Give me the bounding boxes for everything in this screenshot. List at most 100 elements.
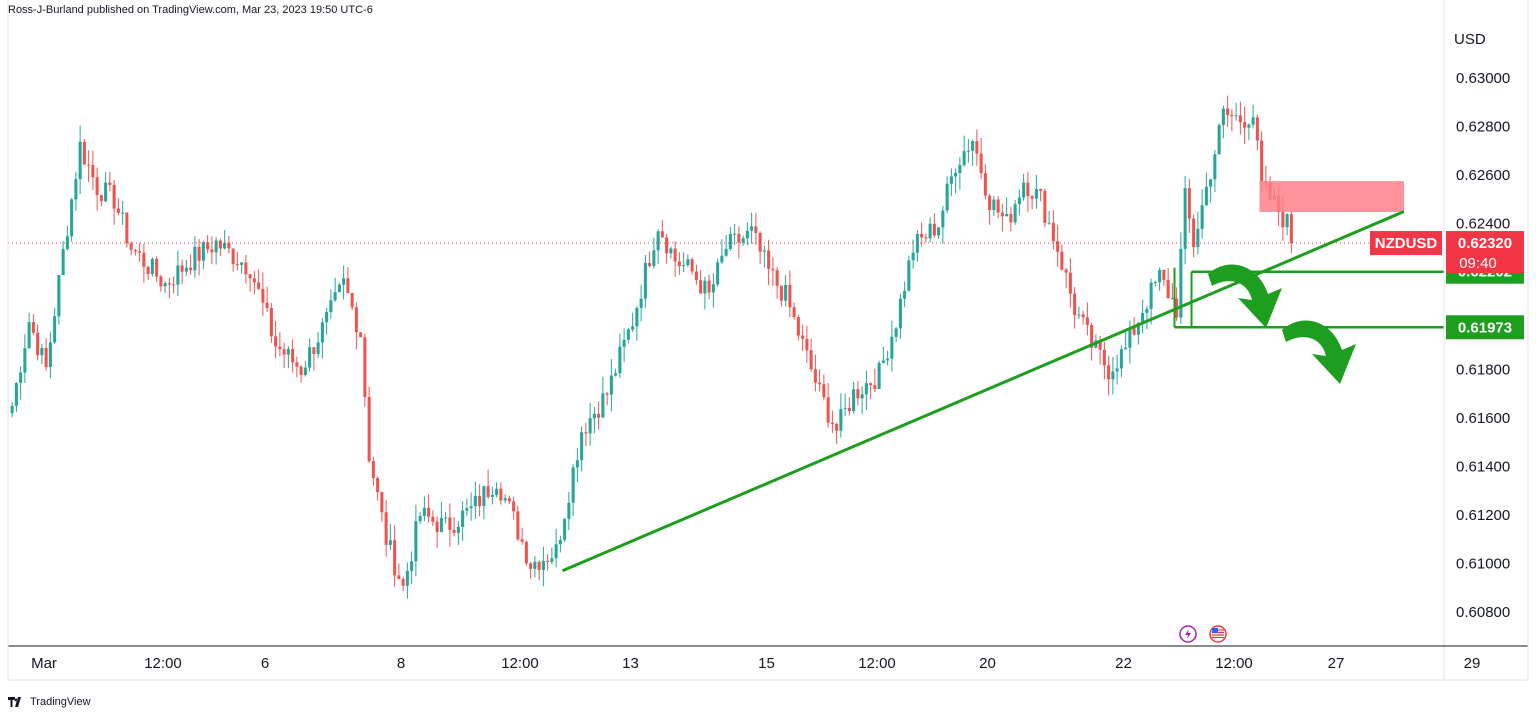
candle [1064, 267, 1068, 289]
candle-body [448, 517, 452, 530]
candle [469, 492, 473, 521]
candle-body [792, 307, 796, 318]
us-flag-event-icon[interactable] [1209, 625, 1227, 643]
candle [410, 551, 414, 585]
candle [456, 521, 460, 545]
candle [1005, 197, 1009, 217]
curved-down-arrow-icon[interactable] [1208, 264, 1282, 328]
candle-body [529, 563, 533, 569]
candle-body [1209, 179, 1213, 187]
level-tag[interactable]: 0.61973 [1446, 315, 1524, 340]
tradingview-logo[interactable]: TradingView [8, 696, 91, 708]
candle [1034, 174, 1038, 209]
candle [444, 512, 448, 524]
candle [405, 562, 409, 599]
candle [388, 524, 392, 551]
candle-body [503, 498, 507, 501]
candle-body [673, 248, 677, 262]
candle [754, 212, 758, 245]
candle [1289, 211, 1293, 254]
candle [898, 293, 902, 339]
candle [95, 167, 99, 211]
candle-body [380, 492, 384, 513]
level-tag-bg [1446, 315, 1524, 340]
candle [261, 272, 265, 317]
candle-body [813, 369, 817, 383]
candle-body [282, 349, 286, 355]
candle [554, 528, 558, 568]
candle [894, 326, 898, 343]
candle-body [1170, 298, 1174, 300]
x-tick-label: 20 [979, 655, 996, 672]
candle-body [40, 347, 44, 356]
candle [945, 176, 949, 214]
candle [1030, 194, 1034, 210]
candle-body [223, 242, 227, 249]
candle-body [507, 498, 511, 502]
candle-body [112, 184, 116, 209]
candle [886, 350, 890, 366]
candle [163, 281, 167, 294]
candle [397, 563, 401, 580]
candle-body [490, 494, 494, 498]
candle-body [979, 153, 983, 174]
candle-body [601, 393, 605, 418]
candle-body [975, 141, 979, 154]
lightning-event-icon[interactable] [1179, 625, 1197, 643]
candle [839, 393, 843, 438]
symbol-tag[interactable]: NZDUSD [1370, 231, 1442, 256]
candle [588, 402, 592, 446]
trend-line[interactable] [561, 210, 1405, 573]
candle-body [363, 337, 367, 398]
candle [512, 496, 516, 520]
candle-body [1192, 218, 1196, 248]
candle-body [1124, 347, 1128, 350]
candle [1102, 341, 1106, 380]
candle [1243, 106, 1247, 144]
candle [333, 277, 337, 302]
candle [1000, 203, 1004, 232]
candle [346, 267, 350, 294]
candle-body [665, 237, 669, 254]
candle-body [805, 338, 809, 351]
candle [716, 258, 720, 287]
candle [150, 257, 154, 277]
candle-body [14, 382, 18, 406]
candle-body [1136, 322, 1140, 335]
x-tick-label: 6 [261, 655, 269, 672]
bar-countdown: 09:40 [1459, 255, 1497, 272]
candle [1200, 189, 1204, 239]
candle [609, 359, 613, 412]
candle-body [269, 308, 273, 337]
candle [473, 481, 477, 519]
candle-body [618, 346, 622, 374]
candle-body [796, 317, 800, 336]
candle-body [945, 183, 949, 211]
last-price-tag-bg [1446, 231, 1524, 274]
last-price-tag[interactable]: 0.62320 09:40 [1446, 231, 1524, 274]
candle [27, 312, 31, 350]
candle [36, 324, 40, 361]
candle [843, 393, 847, 417]
candle [461, 501, 465, 541]
candle-body [342, 278, 346, 285]
candle-body [563, 519, 567, 540]
candle-body [1098, 340, 1102, 350]
resistance-zone[interactable] [1259, 181, 1405, 212]
candle [108, 171, 112, 192]
candle-body [1017, 197, 1021, 205]
candle-body [652, 250, 656, 267]
curved-down-arrow-icon[interactable] [1282, 320, 1356, 384]
candle [384, 500, 388, 557]
candle-body [91, 165, 95, 178]
candle [635, 305, 639, 341]
candle [1158, 267, 1162, 291]
candle-body [1073, 293, 1077, 316]
candle [70, 197, 74, 242]
candle [575, 448, 579, 483]
candle-body [1039, 188, 1043, 191]
candle [418, 512, 422, 525]
candle-body [962, 151, 966, 166]
candle-body [388, 540, 392, 545]
